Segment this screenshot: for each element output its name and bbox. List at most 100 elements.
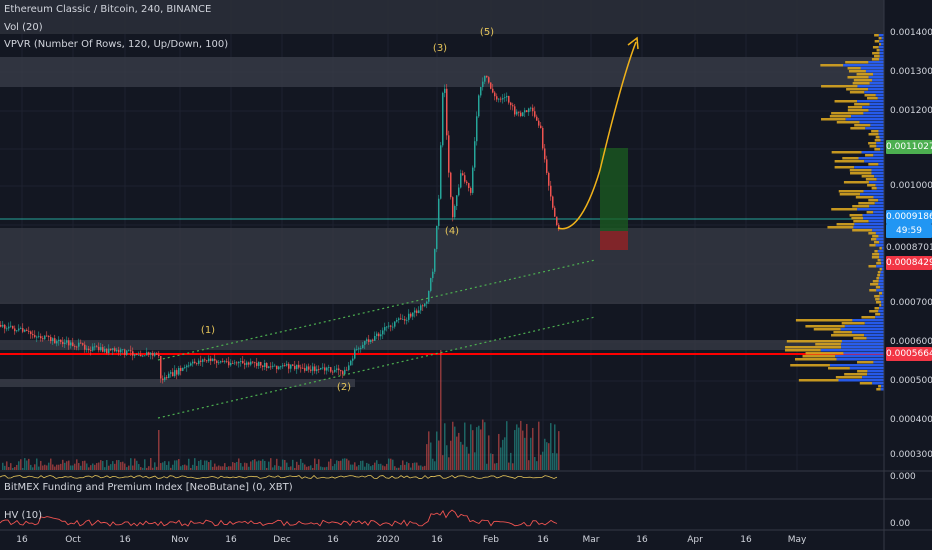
candle [454, 206, 456, 218]
vpvr-indicator-label[interactable]: VPVR (Number Of Rows, 120, Up/Down, 100) [4, 39, 229, 50]
candle [398, 318, 400, 320]
candle [278, 366, 280, 370]
volume-profile-sell [870, 238, 877, 241]
candle [436, 225, 438, 250]
volume-profile-sell [876, 388, 881, 391]
volume-profile-buy [862, 376, 884, 379]
volume-bar [74, 463, 76, 470]
candle [530, 107, 532, 109]
volume-profile-sell [795, 319, 853, 322]
volume-bar [334, 463, 336, 470]
wave-label-2[interactable]: (2) [336, 382, 352, 393]
candle [6, 328, 8, 330]
hv-indicator-label[interactable]: HV (10) [4, 510, 43, 521]
volume-profile-sell [847, 76, 869, 79]
candle [490, 82, 492, 89]
volume-profile-sell [849, 214, 863, 217]
volume-profile-buy [857, 208, 884, 211]
volume-profile-sell [835, 376, 863, 379]
volume-bar [474, 452, 476, 470]
volume-bar [232, 462, 234, 470]
volume-profile-buy [868, 109, 884, 112]
candle [516, 111, 518, 115]
volume-bar [46, 465, 48, 470]
volume-bar [400, 465, 402, 470]
volume-bar [104, 467, 106, 470]
volume-bar [352, 464, 354, 470]
candle [124, 349, 126, 355]
volume-bar [456, 436, 458, 470]
drawing-overlays[interactable] [157, 36, 639, 419]
volume-indicator-label[interactable]: Vol (20) [4, 22, 43, 33]
volume-profile-sell [785, 349, 821, 352]
volume-bar [416, 462, 418, 470]
candle [78, 342, 80, 347]
wave-label-1[interactable]: (1) [200, 325, 216, 336]
candle [22, 328, 24, 332]
volume-profile-sell [876, 301, 882, 304]
volume-profile-sell [871, 130, 879, 133]
candle [14, 328, 16, 332]
volume-bar [200, 459, 202, 470]
wave-label-3[interactable]: (3) [432, 43, 448, 54]
volume-profile-buy [876, 178, 884, 181]
candle [230, 363, 232, 366]
candle [484, 75, 486, 82]
volume-profile-buy [879, 298, 884, 301]
candle [90, 350, 92, 351]
candle [558, 224, 560, 230]
candle [136, 354, 138, 356]
volume-bar [194, 458, 196, 470]
volume-profile-sell [877, 271, 881, 274]
candle [416, 310, 418, 313]
volume-profile-buy [860, 193, 884, 196]
volume-bar [532, 427, 534, 470]
candle [36, 336, 38, 338]
candle [388, 325, 390, 327]
volume-bar [196, 465, 198, 470]
volume-profile-sell [875, 286, 881, 289]
volume-profile-buy [880, 43, 884, 46]
volume-bar [338, 461, 340, 470]
candle [186, 365, 188, 368]
volume-bar [486, 463, 488, 470]
volume-bar [64, 462, 66, 470]
volume-bar [462, 444, 464, 470]
volume-bar [454, 426, 456, 470]
volume-profile-sell [871, 187, 877, 190]
volume-bar [318, 459, 320, 470]
candle [256, 362, 258, 366]
volume-profile-buy [843, 64, 884, 67]
symbol-title[interactable]: Ethereum Classic / Bitcoin, 240, BINANCE [4, 4, 212, 15]
volume-profile-sell [877, 274, 881, 277]
funding-indicator-label[interactable]: BitMEX Funding and Premium Index [NeoBut… [4, 482, 293, 493]
volume-bar [554, 424, 556, 470]
wave-label-5[interactable]: (5) [479, 27, 495, 38]
volume-bar [238, 458, 240, 470]
candle [250, 361, 252, 365]
volume-profile-sell [861, 316, 876, 319]
volume-bar [214, 463, 216, 470]
hv-line [0, 509, 558, 527]
candle [10, 325, 12, 327]
volume-bar [176, 460, 178, 470]
volume-profile-buy [862, 106, 884, 109]
candle [386, 326, 388, 328]
candle [88, 348, 90, 351]
volume-profile-buy [875, 244, 884, 247]
wave-label-4[interactable]: (4) [444, 226, 460, 237]
candle [226, 361, 228, 363]
volume-profile-buy [879, 58, 884, 61]
volume-bar [266, 467, 268, 470]
candle [56, 341, 58, 344]
candle [12, 325, 14, 329]
candle [150, 352, 152, 355]
volume-profile-sell [815, 343, 841, 346]
volume-profile-buy [877, 97, 884, 100]
volume-profile-sell [877, 259, 881, 262]
volume-profile-sell [842, 157, 859, 160]
volume-bar [100, 460, 102, 470]
